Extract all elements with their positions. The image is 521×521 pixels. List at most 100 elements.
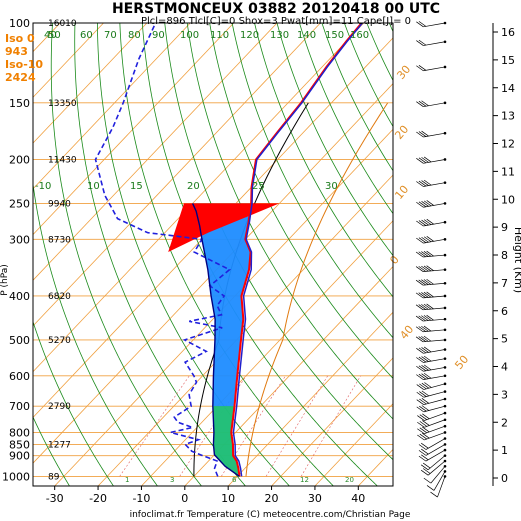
isotherm-line: [33, 23, 61, 53]
geopotential-label: 13350: [48, 99, 77, 109]
wind-barb: [416, 390, 447, 398]
wind-barb-flag: [421, 219, 429, 226]
wind-barb-flag: [418, 450, 427, 456]
isotherm-line: [33, 37, 393, 418]
wind-barb-flag: [422, 413, 430, 420]
wind-barb-staff: [427, 455, 446, 471]
wind-barb-staff: [437, 476, 446, 498]
isotherm-line: [54, 128, 393, 486]
wind-barb-flag: [421, 265, 429, 272]
wind-barb-flag: [421, 405, 430, 411]
geopotential-label: 5270: [48, 336, 71, 346]
wind-barb: [416, 65, 447, 72]
wind-barb: [416, 100, 447, 108]
wind-barb-flag: [421, 201, 429, 207]
wind-barb-flag: [426, 265, 434, 271]
geopotential-label: 16010: [48, 19, 77, 29]
wind-barb-flag: [423, 291, 432, 298]
x-tick-label: -20: [89, 492, 107, 505]
dry-adiabat-label: 30: [325, 181, 338, 192]
wind-barb-flag: [418, 21, 427, 27]
wind-barb-staff: [424, 412, 446, 421]
wind-barb-flag: [416, 21, 424, 28]
wind-barb: [416, 364, 447, 372]
wind-barb: [415, 278, 447, 286]
x-tick-label: 30: [308, 492, 322, 505]
positive-area: [168, 203, 280, 253]
wind-barb-staff: [423, 66, 446, 72]
wind-barb-flag: [419, 405, 427, 412]
wind-barb-staff: [423, 391, 446, 398]
wind-barb-flag: [415, 251, 424, 258]
height-tick-label: 14: [501, 82, 515, 95]
wind-barb-flag: [419, 398, 427, 405]
wind-barb-staff: [423, 102, 446, 108]
mixing-ratio-label: 20: [345, 476, 354, 484]
wind-barb-flag: [418, 336, 426, 342]
pressure-tick-label: 150: [9, 97, 30, 110]
mixing-ratio-line: [221, 375, 286, 477]
pressure-tick-label: 700: [9, 400, 30, 413]
wind-barb-flag: [415, 336, 424, 343]
isotherm-line: [33, 23, 148, 144]
mixing-ratio-line: [265, 375, 328, 477]
positive-band: [212, 406, 240, 477]
dry-adiabat-line: [209, 23, 393, 379]
dry-adiabat-line: [50, 23, 202, 486]
wind-barb: [415, 250, 447, 258]
wind-barb-flag: [418, 356, 427, 363]
wind-barb-flag: [418, 279, 426, 286]
isotherm-label: 30: [394, 63, 413, 82]
wind-barb: [416, 382, 447, 390]
isotherm-line: [314, 403, 393, 486]
pressure-tick-label: 850: [9, 438, 30, 451]
dry-adiabat-line: [141, 23, 378, 486]
geopotential-label: 2790: [48, 402, 71, 412]
wind-barb-flag: [421, 336, 429, 342]
wind-barb: [416, 156, 447, 164]
wind-barb-flag: [423, 279, 432, 285]
geopotential-label: 89: [48, 472, 60, 482]
wind-barb-staff: [423, 405, 446, 413]
wind-barb: [416, 39, 447, 46]
wind-barb-flag: [426, 236, 434, 242]
wind-barb: [415, 325, 447, 333]
wind-barb-staff: [423, 398, 446, 406]
isotherm-line: [0, 23, 17, 486]
wind-barb-staff: [423, 383, 446, 390]
wind-barb-flag: [418, 444, 427, 450]
wind-barb: [416, 404, 447, 413]
wind-barb-flag: [416, 365, 424, 372]
isotherm-line: [33, 23, 321, 327]
dry-adiabat-line: [0, 23, 26, 486]
wind-barb-flag: [426, 303, 434, 310]
pressure-tick-label: 100: [9, 17, 30, 30]
wind-barb-flag: [426, 278, 434, 285]
x-tick-label: 0: [181, 492, 188, 505]
dry-adiabat-line: [96, 23, 290, 486]
chart-title: HERSTMONCEUX 03882 20120418 00 UTC: [112, 1, 440, 17]
series-dewpoint-line: [94, 23, 231, 477]
dry-adiabat-label: 150: [325, 30, 344, 41]
wind-barb-flag: [418, 220, 427, 226]
pressure-tick-label: 300: [9, 233, 30, 246]
wind-barb-staff: [423, 339, 446, 343]
wind-barb-staff: [423, 318, 446, 322]
wind-barb-flag: [423, 315, 432, 321]
wind-barb-flag: [424, 382, 432, 388]
wind-barb-flag: [421, 365, 429, 371]
wind-barb-staff: [423, 159, 446, 164]
wind-barb-flag: [418, 237, 427, 243]
wind-barb-flag: [418, 326, 426, 332]
dry-adiabat-label: 140: [297, 30, 316, 41]
wind-barb-flag: [421, 251, 429, 257]
pressure-tick-label: 500: [9, 334, 30, 347]
geopotential-label: 11430: [48, 155, 77, 165]
dry-adiabat-label: 50: [48, 30, 61, 41]
wind-barb-flag: [426, 250, 434, 257]
wind-barb-flag: [422, 432, 430, 439]
isotherm-label: 40: [397, 323, 416, 342]
pressure-tick-label: 900: [9, 450, 30, 463]
wind-barb-flag: [426, 218, 434, 225]
